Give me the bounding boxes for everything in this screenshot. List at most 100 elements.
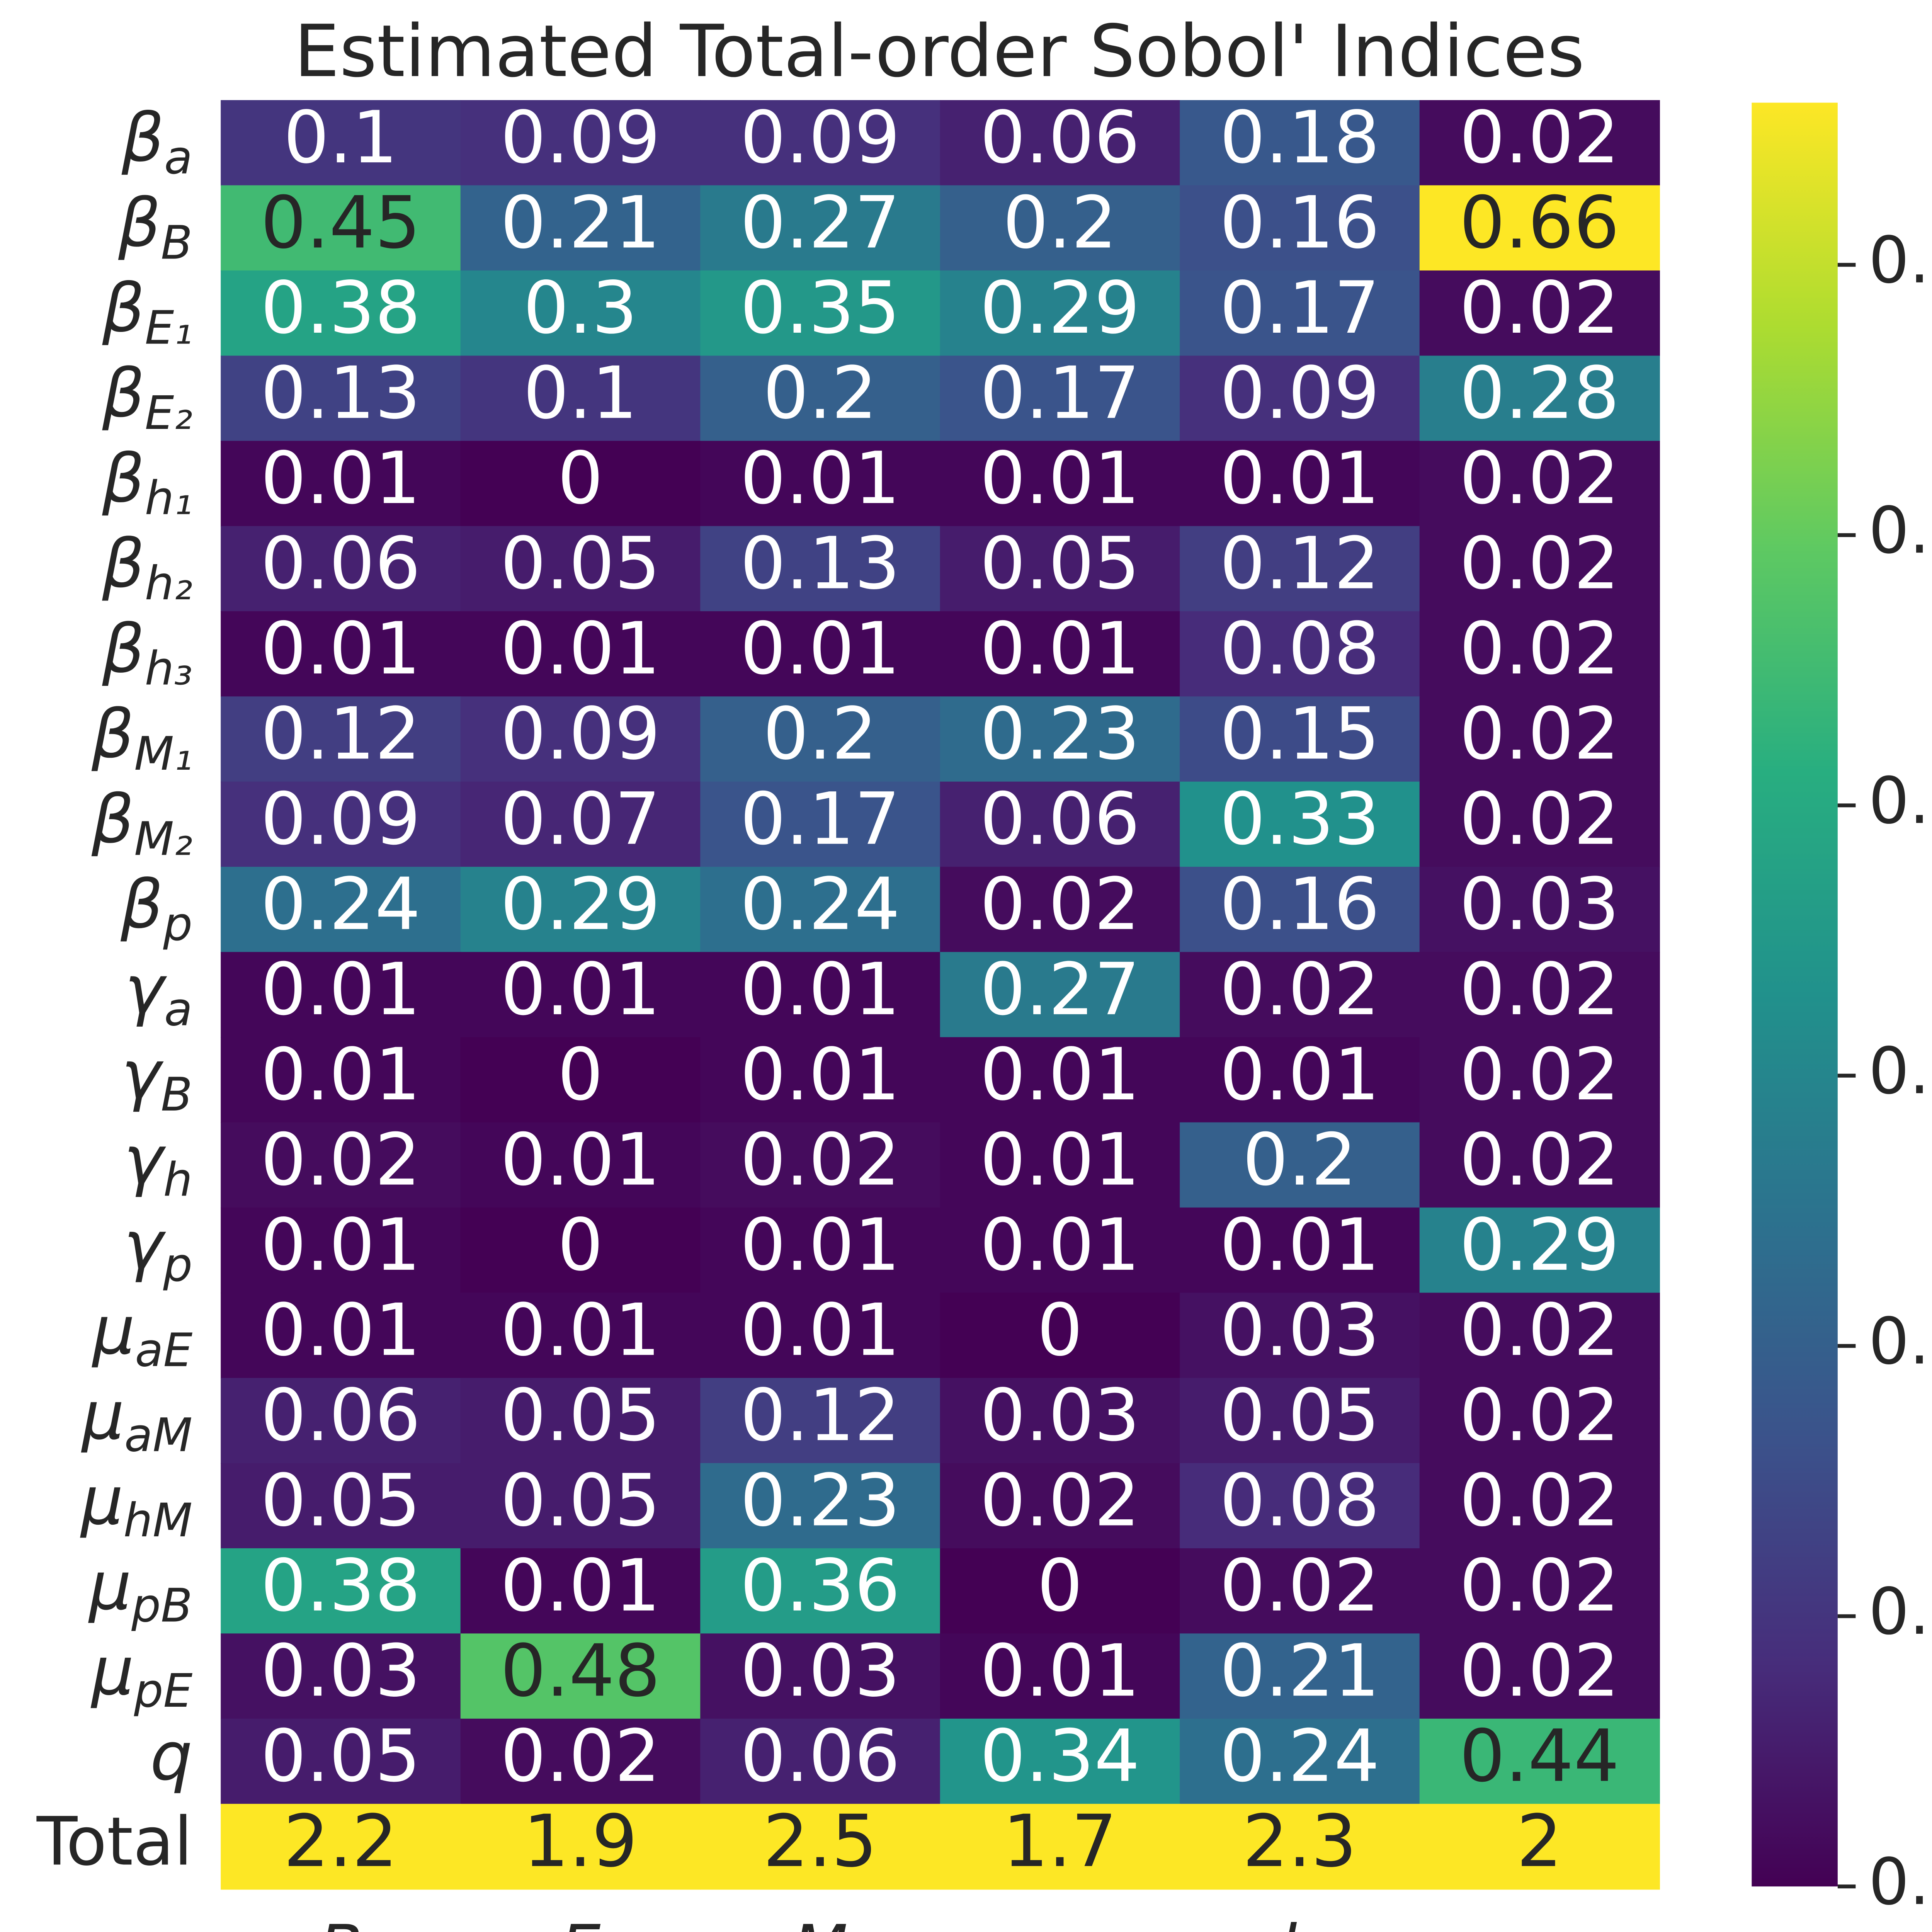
heatmap-cell	[460, 100, 701, 186]
cell-label: 0.02	[1459, 1032, 1619, 1116]
cell-label: 0.02	[1459, 266, 1619, 350]
heatmap-cell	[700, 611, 941, 697]
heatmap-cell	[700, 1293, 941, 1379]
heatmap-cell	[940, 1122, 1180, 1208]
y-tick-label: βh₁	[102, 440, 192, 526]
heatmap-cell	[940, 185, 1180, 271]
heatmap-cell	[1419, 1378, 1660, 1464]
cell-label: 0.01	[1219, 1203, 1379, 1287]
heatmap-cell	[940, 611, 1180, 697]
cell-label: 0.13	[740, 521, 900, 605]
cell-label: 0.02	[1459, 1629, 1619, 1713]
cell-label: 0.02	[1459, 95, 1619, 179]
heatmap-cell	[460, 611, 701, 697]
cell-label: 2	[1517, 1799, 1562, 1883]
y-tick-label: βE₂	[102, 355, 192, 440]
heatmap-cell	[1180, 952, 1420, 1038]
heatmap-cell	[460, 526, 701, 612]
heatmap-cell	[1419, 1548, 1660, 1634]
y-tick-subscript: aE	[135, 1323, 192, 1377]
heatmap-cell	[700, 526, 941, 612]
heatmap-cell	[221, 696, 461, 782]
y-tick-label: βM₁	[91, 696, 192, 781]
heatmap-cell	[1180, 185, 1420, 271]
cell-label: 0.02	[1459, 1118, 1619, 1202]
cell-label: 0.01	[740, 436, 900, 520]
cell-label: 0.38	[260, 266, 420, 350]
cell-label: 0.21	[1219, 1629, 1379, 1713]
heatmap-cell	[1419, 952, 1660, 1038]
cell-label: 0.03	[980, 1373, 1140, 1457]
cell-label: 0.03	[1219, 1288, 1379, 1372]
heatmap-cell	[1419, 1633, 1660, 1719]
heatmap-cell	[700, 1804, 941, 1890]
heatmap-cell	[1419, 781, 1660, 867]
cell-label: 0.12	[740, 1373, 900, 1457]
heatmap-cell	[700, 355, 941, 442]
cell-label: 0.09	[740, 95, 900, 179]
heatmap-cell	[1180, 696, 1420, 782]
heatmap-cell	[1419, 100, 1660, 186]
heatmap-cell	[1419, 611, 1660, 697]
heatmap-cell	[940, 1037, 1180, 1123]
heatmap-cell	[1180, 1037, 1420, 1123]
x-tick-label: B	[319, 1912, 363, 1932]
heatmap-cell	[221, 1463, 461, 1549]
heatmap-cell	[460, 1293, 701, 1379]
cell-label: 0.33	[1219, 777, 1379, 861]
cell-label: 0.06	[980, 95, 1140, 179]
cell-label: 0	[558, 1203, 603, 1287]
cell-label: 0	[558, 1032, 603, 1116]
y-tick-label: γh	[124, 1121, 192, 1207]
cell-label: 0.02	[500, 1714, 660, 1798]
cell-label: 2.5	[763, 1799, 878, 1883]
heatmap-cell	[460, 1804, 701, 1890]
heatmap-cell	[700, 781, 941, 867]
cell-label: 0.05	[260, 1458, 420, 1542]
heatmap-cell	[221, 185, 461, 271]
y-tick-label: μpE	[90, 1633, 193, 1718]
y-tick-label: q	[150, 1718, 193, 1795]
cell-label: 0.06	[260, 1373, 420, 1457]
cell-label: 0.09	[500, 692, 660, 776]
heatmap-cell	[940, 867, 1180, 953]
y-tick-subscript: h₁	[145, 471, 192, 525]
y-tick-label: βp	[120, 866, 192, 951]
heatmap-cell	[1419, 526, 1660, 612]
heatmap-cell	[1180, 1293, 1420, 1379]
y-tick-symbol: β	[91, 781, 134, 858]
heatmap-cell	[460, 1037, 701, 1123]
cell-label: 0.01	[500, 607, 660, 690]
heatmap-cell	[1180, 1718, 1420, 1804]
heatmap-cell	[1419, 440, 1660, 527]
heatmap-cell	[700, 440, 941, 527]
y-tick-label: βM₂	[91, 781, 192, 866]
cell-label: 0.01	[740, 1032, 900, 1116]
cell-label: 0.24	[740, 862, 900, 946]
cell-label: 0.17	[980, 351, 1140, 435]
y-tick-symbol: q	[150, 1718, 193, 1795]
y-tick-symbol: γ	[121, 1036, 164, 1114]
y-tick-symbol: β	[102, 355, 145, 432]
colorbar-tick-label: 0.1	[1869, 1575, 1932, 1649]
y-tick-symbol: Total	[36, 1803, 192, 1881]
heatmap-cell	[460, 270, 701, 357]
heatmap-cell	[221, 1633, 461, 1719]
cell-label: 0.01	[980, 607, 1140, 690]
y-tick-subscript: M₂	[134, 812, 192, 866]
heatmap-cell	[460, 185, 701, 271]
cell-label: 0.29	[980, 266, 1140, 350]
cell-label: 0.02	[1459, 1544, 1619, 1628]
y-tick-symbol: β	[102, 440, 145, 518]
heatmap-cell	[460, 1208, 701, 1294]
heatmap-cell	[1180, 1548, 1420, 1634]
y-tick-subscript: pB	[131, 1579, 192, 1633]
heatmap-cell	[1419, 355, 1660, 442]
y-tick-subscript: pE	[134, 1664, 193, 1718]
cell-label: 0.16	[1219, 862, 1379, 946]
cell-label: 0.66	[1459, 181, 1619, 265]
heatmap-cell	[700, 1463, 941, 1549]
y-tick-label: μaM	[81, 1377, 192, 1463]
cell-label: 0.12	[1219, 521, 1379, 605]
cell-label: 0.01	[260, 436, 420, 520]
